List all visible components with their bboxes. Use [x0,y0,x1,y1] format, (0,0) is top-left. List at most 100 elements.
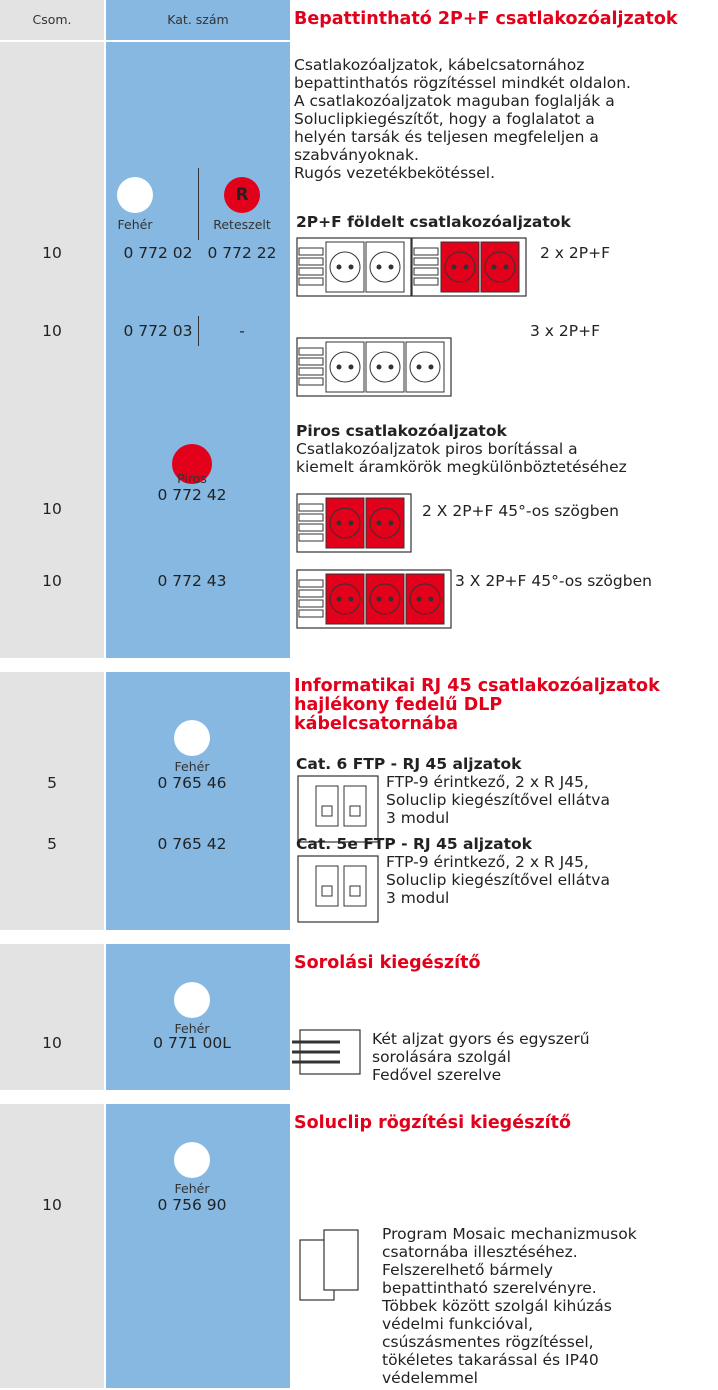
column-header: Csom. [32,12,72,27]
product-label: 2 X 2P+F 45°-os szögben [422,502,619,520]
white-swatch [174,982,210,1018]
description: Felszerelhető bármely [382,1261,553,1279]
socket-pin [388,520,394,526]
terminal [298,503,324,512]
terminal [298,257,324,266]
description: csatornába illesztéséhez. [382,1243,578,1261]
rj45-jack [349,885,361,897]
catalog-number: 0 772 22 [207,244,277,262]
socket-pin [336,596,342,602]
product-label: 2 x 2P+F [540,244,610,262]
catalog-number: 0 772 03 [123,322,193,340]
code-column [106,42,290,658]
terminal [298,277,324,286]
red-badge: R [224,177,260,213]
variant-label: Fehér [174,1181,210,1196]
socket-pin [463,264,469,270]
white-swatch [174,720,210,756]
pack-qty: 10 [42,1196,62,1214]
terminal [298,579,324,588]
socket-face [409,583,441,615]
divider [198,168,199,240]
description: tökéletes takarással és IP40 [382,1351,599,1369]
variant-label: Reteszelt [213,217,271,232]
description: A csatlakozóaljzatok maguban foglalják a [294,92,615,110]
socket-pin [376,596,382,602]
group-heading: Cat. 5e FTP - RJ 45 aljzatok [296,835,532,853]
description: sorolására szolgál [372,1048,511,1066]
variant-label: Fehér [174,759,210,774]
description: védelemmel [382,1369,478,1387]
terminal [413,277,439,286]
product-label: 3 X 2P+F 45°-os szögben [455,572,652,590]
group-heading: Cat. 6 FTP - RJ 45 aljzatok [296,755,522,773]
socket-pin [503,264,509,270]
rj45-jack [321,885,333,897]
socket-face [369,583,401,615]
code-column [106,944,290,1090]
description: FTP-9 érintkező, 2 x R J45, [386,853,589,871]
socket-face [484,251,516,283]
catalog-number: 0 772 43 [157,572,227,590]
pack-qty: 10 [42,322,62,340]
socket-pin [336,264,342,270]
white-swatch [174,1142,210,1178]
red-swatch [172,444,212,484]
description: Többek között szolgál kihúzás [382,1297,612,1315]
socket-face [329,583,361,615]
section-title: Sorolási kiegészítő [294,953,481,973]
socket-face [329,351,361,383]
white-swatch [117,177,153,213]
socket-face [369,507,401,539]
clip [323,1229,359,1291]
socket-pin [348,364,354,370]
terminal [298,247,324,256]
description: helyén tarsák és teljesen megfeleljen a [294,128,599,146]
socket-pin [376,520,382,526]
terminal [298,347,324,356]
catalog-number: 0 765 42 [157,835,227,853]
terminal [413,247,439,256]
description: Soluclipkiegészítőt, hogy a foglalatot a [294,110,595,128]
rj45-jack [321,805,333,817]
socket-pin [416,364,422,370]
header-code-cell [106,0,290,40]
section-title: kábelcsatornába [294,714,459,734]
socket-pin [348,264,354,270]
socket-face [329,251,361,283]
catalog-number: 0 772 42 [157,486,227,504]
catalog-number: 0 765 46 [157,774,227,792]
socket-pin [336,520,342,526]
description: Két aljzat gyors és egyszerű [372,1030,590,1048]
description: FTP-9 érintkező, 2 x R J45, [386,773,589,791]
socket-pin [336,364,342,370]
description: Csatlakozóaljzatok piros borítással a [296,440,578,458]
description: Csatlakozóaljzatok, kábelcsatornához [294,56,585,74]
pack-column [0,672,104,930]
rj45-jack [349,805,361,817]
terminal [298,609,324,618]
terminal [298,377,324,386]
variant-label: Fehér [117,217,153,232]
description: védelmi funkcióval, [382,1315,534,1333]
catalog-number: 0 771 00L [153,1034,231,1052]
catalog-number: - [239,322,245,340]
socket-face [329,507,361,539]
terminal [413,267,439,276]
terminal [298,513,324,522]
socket-pin [416,596,422,602]
description: 3 modul [386,809,450,827]
socket-pin [376,264,382,270]
section-title: Informatikai RJ 45 csatlakozóaljzatok [294,676,660,696]
terminal [298,267,324,276]
pack-qty: 10 [42,1034,62,1052]
socket-pin [388,264,394,270]
pack-qty: 5 [47,835,57,853]
terminal [298,523,324,532]
description: bepattintható szerelvényre. [382,1279,597,1297]
header-pack-cell [0,0,104,40]
pack-column [0,944,104,1090]
terminal [298,599,324,608]
pack-qty: 5 [47,774,57,792]
